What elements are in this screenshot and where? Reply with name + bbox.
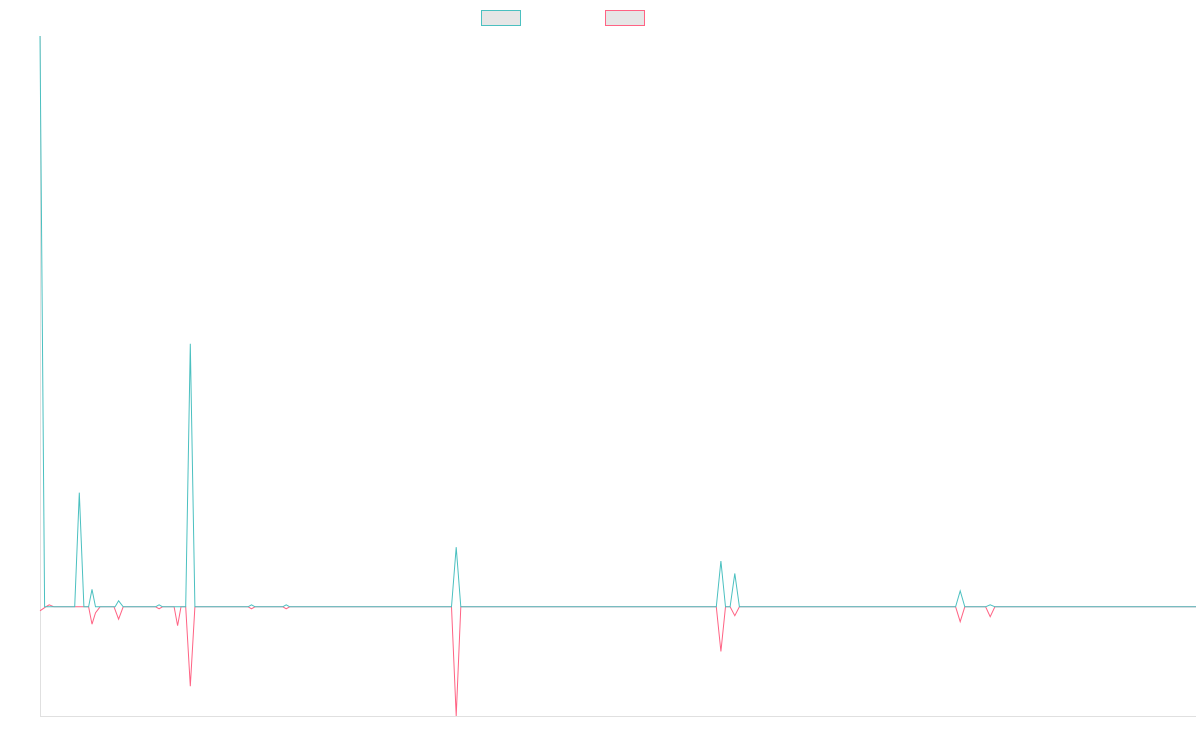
legend [481, 10, 645, 26]
axes [40, 36, 1196, 717]
series-line-1 [39, 35, 1196, 608]
legend-swatch-2[interactable] [605, 10, 645, 26]
legend-swatch-1[interactable] [481, 10, 521, 26]
series-line-2 [39, 604, 1196, 717]
series-layer [39, 35, 1196, 717]
